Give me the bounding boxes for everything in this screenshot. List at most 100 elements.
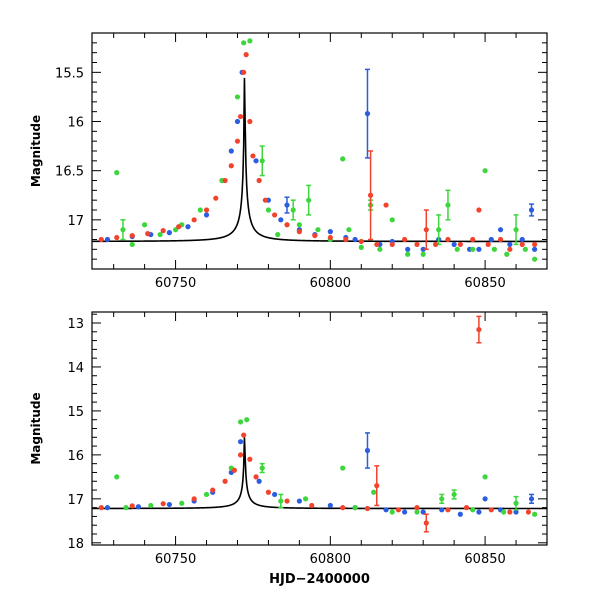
data-point <box>525 509 532 515</box>
data-point <box>259 158 265 164</box>
data-point <box>405 246 411 252</box>
data-point <box>306 197 312 203</box>
data-point <box>488 507 494 513</box>
data-point <box>532 256 538 262</box>
data-point <box>402 236 408 243</box>
data-point <box>501 509 507 515</box>
data-point <box>129 232 135 239</box>
y-tick-label: 16.5 <box>55 165 84 180</box>
data-point <box>241 40 247 46</box>
data-point <box>191 496 197 502</box>
data-point <box>250 153 256 159</box>
data-point <box>114 170 120 176</box>
data-point <box>98 505 104 511</box>
x-tick-label: 60850 <box>464 552 505 567</box>
data-point <box>420 251 426 257</box>
data-layer <box>92 38 547 262</box>
data-point <box>383 507 389 513</box>
data-point <box>237 439 244 445</box>
data-point <box>532 246 538 252</box>
data-point <box>364 505 371 512</box>
data-point <box>272 491 278 498</box>
data-point <box>476 246 482 252</box>
data-point <box>414 505 420 511</box>
data-point <box>451 491 457 498</box>
data-point <box>129 503 135 509</box>
data-point <box>470 507 476 513</box>
y-tick-label: 16 <box>67 449 84 464</box>
data-point <box>364 111 371 117</box>
data-point <box>367 192 374 198</box>
plot-frame <box>91 32 548 270</box>
data-point <box>234 94 241 100</box>
data-point <box>395 507 402 513</box>
data-point <box>284 222 290 228</box>
y-tick-label: 17 <box>67 493 84 508</box>
data-point <box>482 474 488 480</box>
data-point <box>234 118 241 125</box>
data-point <box>377 246 383 252</box>
y-tick-label: 18 <box>67 537 84 552</box>
x-tick-label: 60850 <box>464 276 505 291</box>
data-point <box>420 509 426 515</box>
data-point <box>358 238 364 245</box>
data-point <box>284 498 290 504</box>
data-point <box>340 465 346 471</box>
data-point <box>340 505 346 511</box>
data-point <box>166 230 172 236</box>
data-point <box>402 509 408 515</box>
data-point <box>278 217 284 223</box>
data-point <box>476 326 482 333</box>
data-point <box>135 504 142 510</box>
data-point <box>145 231 151 237</box>
data-point <box>457 511 463 517</box>
series-2 <box>98 315 532 533</box>
data-point <box>179 500 185 506</box>
data-point <box>275 231 281 238</box>
data-point <box>513 500 519 506</box>
data-point <box>485 241 491 248</box>
data-point <box>284 202 290 208</box>
data-point <box>247 456 253 462</box>
data-point <box>272 212 278 218</box>
data-point <box>457 241 463 248</box>
model-curve <box>92 77 547 243</box>
data-point <box>222 478 228 484</box>
x-axis-label: HJD−2400000 <box>269 572 370 587</box>
data-point <box>98 236 104 243</box>
data-point <box>389 241 395 248</box>
data-point <box>222 177 228 184</box>
data-point <box>237 113 244 120</box>
data-point <box>234 138 241 144</box>
data-point <box>439 496 445 502</box>
y-tick-label: 13 <box>67 317 84 332</box>
data-point <box>315 227 321 233</box>
data-point <box>414 509 420 515</box>
data-point <box>203 212 210 218</box>
data-point <box>262 197 268 203</box>
data-point <box>532 511 538 517</box>
series-0 <box>104 432 535 517</box>
data-point <box>259 465 265 471</box>
data-point <box>157 231 163 238</box>
data-point <box>432 241 439 248</box>
data-point <box>513 227 519 233</box>
data-point <box>148 502 154 509</box>
data-point <box>436 227 442 233</box>
data-point <box>290 207 296 213</box>
data-point <box>123 505 129 511</box>
data-point <box>302 496 309 502</box>
data-point <box>228 163 234 169</box>
data-point <box>247 118 253 125</box>
data-point <box>454 246 460 252</box>
data-point <box>191 217 197 223</box>
data-point <box>374 241 380 248</box>
data-point <box>519 241 525 248</box>
data-point <box>228 148 234 154</box>
data-point <box>414 241 420 248</box>
data-point <box>237 419 244 425</box>
data-point <box>507 509 513 515</box>
data-point <box>374 483 380 489</box>
x-tick-label: 60750 <box>155 552 196 567</box>
